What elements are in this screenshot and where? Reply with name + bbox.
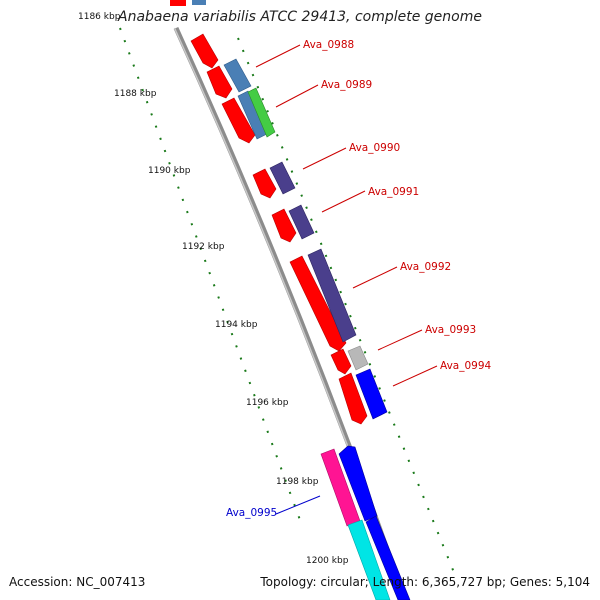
gene-label-ava-0990[interactable]: Ava_0990 bbox=[349, 142, 400, 154]
gene-blue-3 bbox=[365, 515, 411, 600]
gene-blue-2 bbox=[338, 445, 378, 522]
gene-red-3 bbox=[221, 97, 256, 144]
gene-label-ava-0994[interactable]: Ava_0994 bbox=[440, 360, 492, 372]
tick-label: 1196 kbp bbox=[246, 398, 289, 408]
gene-red-2 bbox=[206, 65, 233, 99]
gene-label-ava-0991[interactable]: Ava_0991 bbox=[368, 186, 419, 198]
gene-purple-2 bbox=[288, 204, 315, 240]
gene-purple-1 bbox=[269, 161, 296, 195]
gene-purple-3 bbox=[307, 248, 357, 343]
gene-red-5 bbox=[271, 208, 297, 243]
inner-tick-guide bbox=[237, 37, 456, 576]
genome-title: Anabaena variabilis ATCC 29413, complete… bbox=[118, 9, 482, 25]
tick-label: 1186 kbp bbox=[78, 12, 121, 22]
gene-red-4 bbox=[252, 168, 277, 199]
tick-label: 1200 kbp bbox=[306, 556, 349, 566]
gene-red-6 bbox=[289, 255, 347, 352]
gene-gray bbox=[347, 345, 369, 371]
gene-red-8 bbox=[338, 372, 368, 425]
gene-cyan bbox=[347, 519, 391, 600]
gene-blue-1 bbox=[355, 368, 388, 420]
accession-text: Accession: NC_007413 bbox=[9, 575, 146, 589]
outer-tick-guide bbox=[119, 27, 301, 521]
cds-strand-1 bbox=[190, 33, 368, 425]
genome-summary-text: Topology: circular; Length: 6,365,727 bp… bbox=[260, 575, 590, 589]
gene-label-ava-0992[interactable]: Ava_0992 bbox=[400, 261, 451, 273]
gene-label-ava-0989[interactable]: Ava_0989 bbox=[321, 79, 372, 91]
tick-label: 1190 kbp bbox=[148, 166, 191, 176]
gene-red-1 bbox=[190, 33, 219, 69]
gene-label-ava-0995[interactable]: Ava_0995 bbox=[226, 507, 277, 519]
gene-green bbox=[247, 87, 276, 138]
tick-label: 1198 kbp bbox=[276, 477, 319, 487]
gene-label-ava-0988[interactable]: Ava_0988 bbox=[303, 39, 354, 51]
gene-steelblue-1 bbox=[223, 58, 252, 93]
tick-label: 1194 kbp bbox=[215, 320, 258, 330]
gene-red-7 bbox=[330, 348, 352, 375]
tick-label: 1188 kbp bbox=[114, 89, 157, 99]
gene-label-ava-0993[interactable]: Ava_0993 bbox=[425, 324, 476, 336]
tick-label: 1192 kbp bbox=[182, 242, 225, 252]
label-leaders bbox=[255, 44, 438, 387]
